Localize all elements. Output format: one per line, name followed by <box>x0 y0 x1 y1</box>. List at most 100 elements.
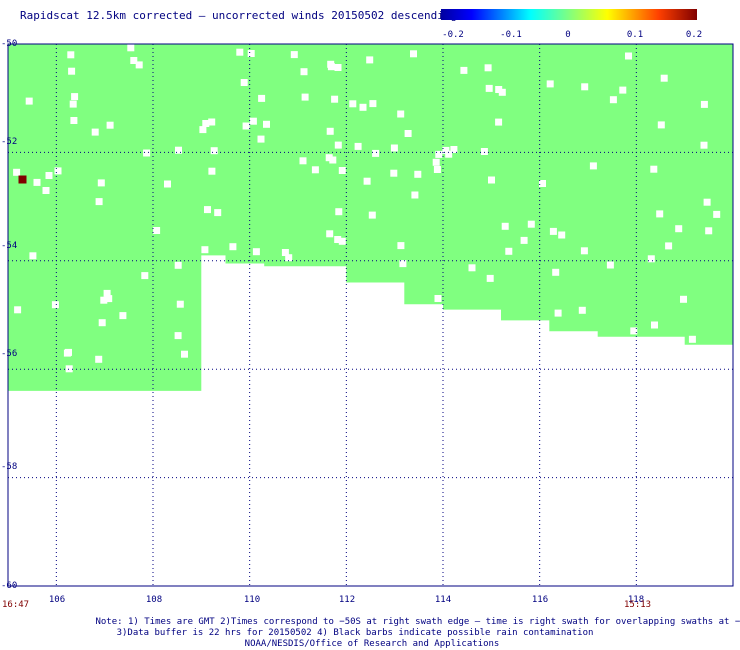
data-gap-cell <box>433 166 441 173</box>
data-gap-cell <box>486 274 494 282</box>
data-gap-cell <box>91 128 99 136</box>
colorbar: -0.2 -0.1 0 0.1 0.2 <box>441 9 702 40</box>
data-gap-cell <box>25 97 33 105</box>
data-gap-cell <box>468 264 476 272</box>
data-gap-cell <box>236 48 244 56</box>
data-gap-cell <box>445 150 453 158</box>
data-gap-cell <box>68 67 76 75</box>
data-gap-cell <box>581 83 589 91</box>
data-gap-cell <box>675 225 683 233</box>
data-gap-cell <box>580 247 588 255</box>
data-gap-cell <box>338 167 346 174</box>
data-gap-cell <box>174 332 182 340</box>
data-gap-cell <box>660 74 668 82</box>
data-gap-cell <box>14 306 22 314</box>
data-gap-cell <box>665 242 673 250</box>
data-gap-cell <box>363 177 371 185</box>
data-gap-cell <box>70 117 78 124</box>
data-gap-cell <box>390 144 398 152</box>
data-gap-cell <box>650 165 658 173</box>
data-gap-cell <box>366 56 374 64</box>
data-gap-cell <box>327 63 335 71</box>
colorbar-label-max: 0.2 <box>685 30 703 40</box>
data-gap-cell <box>334 64 342 71</box>
data-gap-cell <box>67 51 75 59</box>
data-gap-cell <box>63 349 71 357</box>
data-gap-cell <box>558 231 566 239</box>
data-gap-cell <box>331 95 339 103</box>
map-title: Rapidscat 12.5km corrected – uncorrected… <box>20 9 458 22</box>
y-tick-label: -60 <box>1 581 18 591</box>
data-gap-cell <box>656 210 664 218</box>
data-gap-cell <box>33 178 41 186</box>
data-gap-cell <box>301 93 309 101</box>
note-line-1: Note: 1) Times are GMT 2)Times correspon… <box>95 617 740 627</box>
data-gap-cell <box>705 227 713 235</box>
time-right-label: 15:13 <box>624 600 652 610</box>
data-gap-cell <box>354 142 362 150</box>
data-gap-cell <box>442 146 450 154</box>
data-gap-cell <box>97 179 105 187</box>
data-gap-cell <box>119 312 127 320</box>
data-gap-cell <box>450 146 458 153</box>
data-gap-cell <box>240 79 248 86</box>
data-gap-cell <box>460 66 468 74</box>
colorbar-label-neg: -0.1 <box>500 30 522 40</box>
data-gap-cell <box>434 295 442 302</box>
colorbar-label-pos: 0.1 <box>626 30 644 40</box>
data-gap-cell <box>174 261 182 269</box>
data-gap-cell <box>13 168 21 176</box>
data-gap-cell <box>175 146 182 154</box>
data-gap-cell <box>485 84 493 92</box>
plot-frame <box>7 43 734 587</box>
data-gap-cell <box>176 300 184 308</box>
data-gap-cell <box>700 141 708 149</box>
data-gap-cell <box>54 167 62 175</box>
data-gap-cell <box>334 236 342 243</box>
data-gap-cell <box>290 51 298 59</box>
data-gap-cell <box>204 206 211 214</box>
data-gap-cell <box>435 150 443 158</box>
data-gap-cell <box>619 86 627 94</box>
data-gap-cell <box>242 122 250 130</box>
note-line-3: NOAA/NESDIS/Office of Research and Appli… <box>244 639 500 649</box>
x-tick-label: 114 <box>434 595 452 605</box>
data-gap-cell <box>208 167 216 175</box>
data-gap-cell <box>311 166 319 174</box>
data-gap-cell <box>65 365 73 373</box>
data-gap-cell <box>372 149 380 157</box>
data-gap-cell <box>127 44 135 52</box>
colorbar-gradient <box>441 9 697 20</box>
data-gap-cell <box>199 126 207 134</box>
data-gap-cell <box>432 158 440 166</box>
data-gap-cell <box>95 198 103 206</box>
data-gap-cell <box>410 50 417 58</box>
data-gap-cell <box>488 176 495 184</box>
x-tick-label: 108 <box>145 595 163 605</box>
data-gap-cell <box>258 94 266 102</box>
data-gap-cell <box>335 208 343 216</box>
data-gap-cell <box>505 247 513 255</box>
data-gap-cell <box>495 86 503 93</box>
x-tick-label: 112 <box>338 595 356 605</box>
data-gap-cell <box>501 222 509 230</box>
data-gap-cell <box>589 162 597 170</box>
data-gap-cell <box>106 121 114 129</box>
colorbar-label-min: -0.2 <box>442 30 464 40</box>
y-tick-label: -58 <box>1 462 18 472</box>
data-gap-cell <box>527 220 535 228</box>
data-gap-cell <box>338 237 346 245</box>
data-gap-cell <box>651 321 658 329</box>
x-tick-label: 110 <box>243 595 261 605</box>
data-gap-cell <box>143 149 151 157</box>
data-gap-cell <box>201 246 209 254</box>
data-gap-cell <box>713 210 721 218</box>
data-gap-cell <box>29 252 37 260</box>
data-gap-cell <box>549 227 557 235</box>
data-gap-cell <box>368 211 376 219</box>
data-gap-cell <box>578 306 586 314</box>
colorbar-label-zero: 0 <box>565 30 571 40</box>
data-gap-cell <box>554 309 562 317</box>
data-gap-cell <box>349 100 357 108</box>
note-line-2: 3)Data buffer is 22 hrs for 20150502 4) … <box>116 628 594 638</box>
